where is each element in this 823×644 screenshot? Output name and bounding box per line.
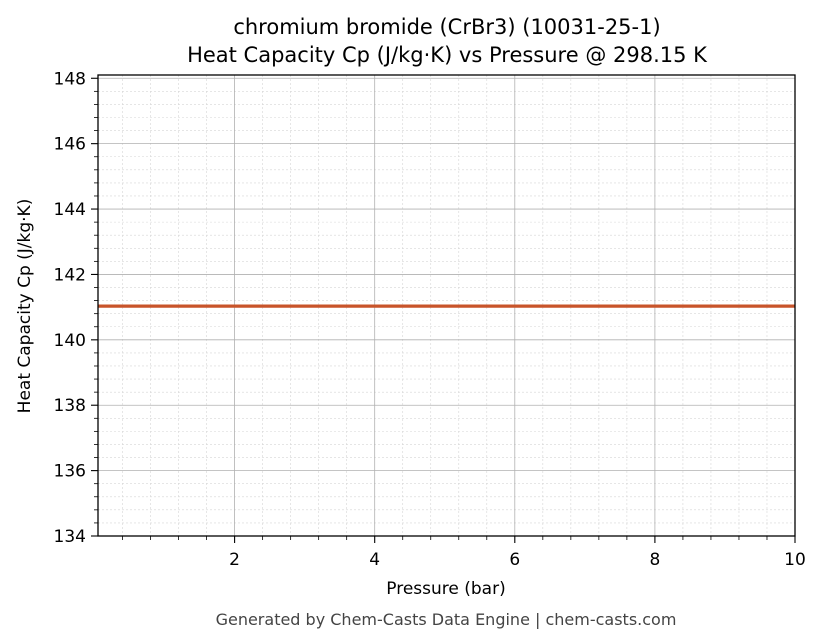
y-tick-label: 148 — [54, 69, 86, 89]
footer-credit: Generated by Chem-Casts Data Engine | ch… — [216, 610, 677, 629]
y-axis-label: Heat Capacity Cp (J/kg·K) — [15, 199, 35, 414]
y-tick-label: 138 — [54, 396, 86, 416]
minor-grid — [98, 75, 795, 536]
y-tick-label: 134 — [54, 527, 86, 547]
x-tick-label: 6 — [509, 550, 520, 570]
y-tick-label: 142 — [54, 265, 86, 285]
y-tick-label: 140 — [54, 331, 86, 351]
y-axis: 134 136 138 140 142 144 146 148 — [54, 69, 98, 547]
x-tick-label: 4 — [369, 550, 380, 570]
y-tick-label: 136 — [54, 462, 86, 482]
x-axis: 2 4 6 8 10 — [122, 536, 806, 570]
x-axis-label: Pressure (bar) — [386, 579, 505, 599]
y-tick-label: 144 — [54, 200, 86, 220]
x-tick-label: 10 — [784, 550, 806, 570]
plot-frame — [97, 74, 796, 537]
y-tick-label: 146 — [54, 135, 86, 155]
chart-subtitle: Heat Capacity Cp (J/kg·K) vs Pressure @ … — [187, 43, 708, 67]
x-tick-label: 2 — [229, 550, 240, 570]
chart-title: chromium bromide (CrBr3) (10031-25-1) — [233, 15, 660, 39]
x-tick-label: 8 — [649, 550, 660, 570]
